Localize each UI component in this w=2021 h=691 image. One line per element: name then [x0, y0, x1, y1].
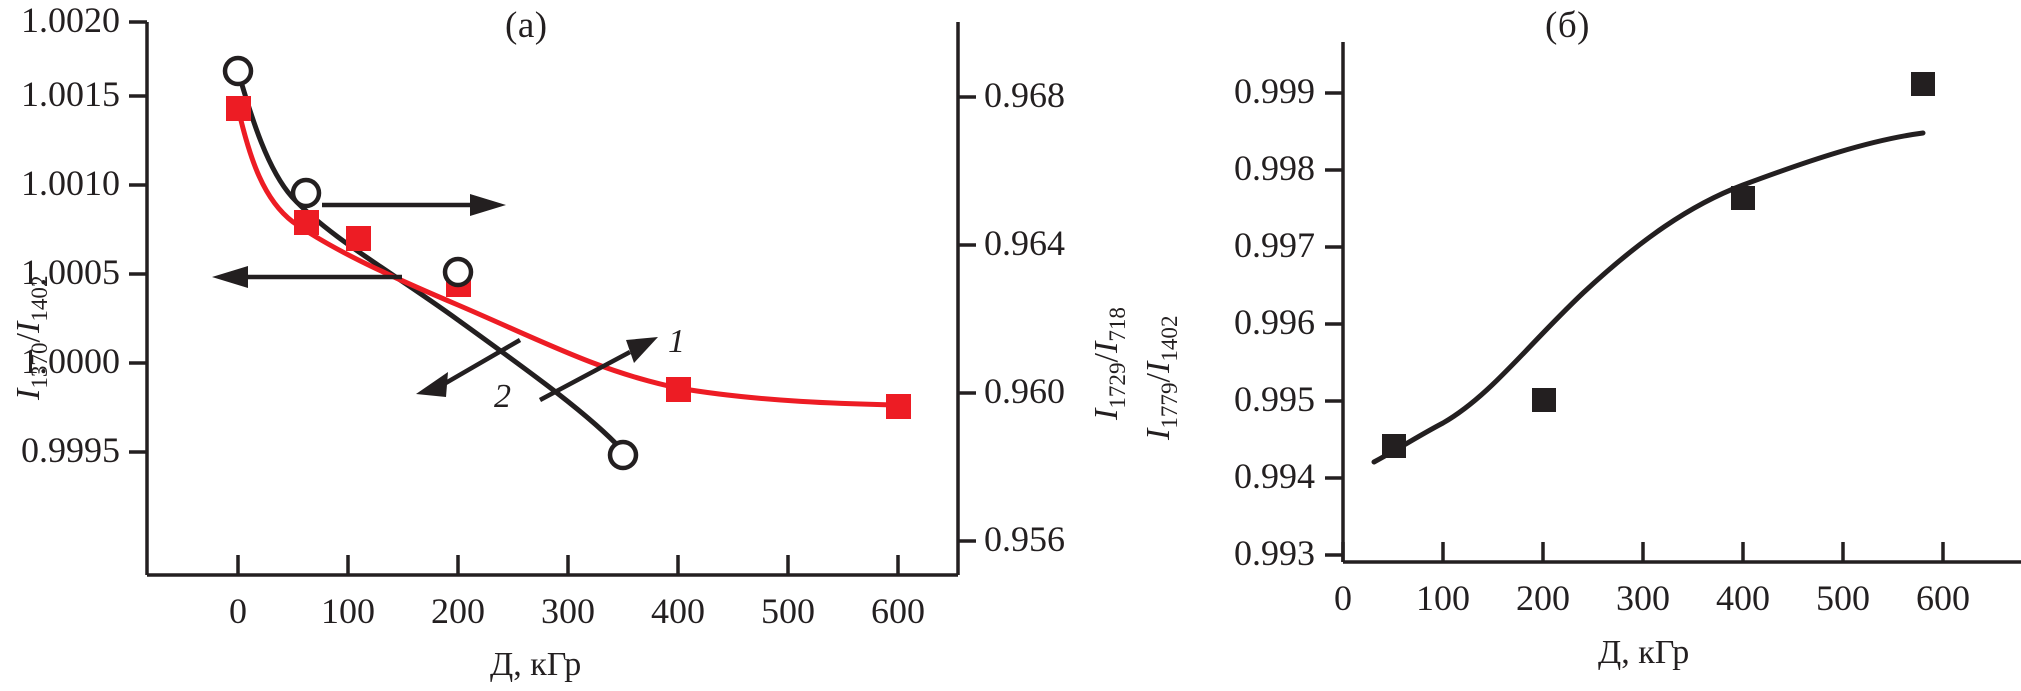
panel-b-left-tick-4: 0.995: [1234, 379, 1315, 419]
panel-a-left-tick-1: 1.0015: [21, 74, 120, 114]
panel-a-left-axis-title-num2: I: [10, 321, 47, 333]
panel-a-series1-marker: [607, 439, 639, 471]
panel-a-x-tick-5: 500: [761, 591, 815, 631]
panel-a-series1-marker: [222, 55, 254, 87]
panel-b-x-tick-2: 200: [1516, 578, 1570, 618]
panel-b-series-marker: [1731, 186, 1755, 210]
panel-a-left-axis-title: I1370/I1402: [10, 275, 53, 400]
panel-a-series2-marker: [226, 96, 251, 121]
panel-a-right-tick-2: 0.960: [984, 371, 1065, 411]
panel-a-left-axis-title-sub1: 1370: [26, 342, 53, 389]
panel-a-left-tick-2: 1.0010: [21, 163, 120, 203]
panel-a-right-axis-title-sub2: 718: [1104, 307, 1131, 342]
panel-b-x-tick-0: 0: [1334, 578, 1352, 618]
panel-a-left-axis-title-num: I: [10, 388, 47, 400]
panel-a-right-axis-title-num2: I: [1088, 341, 1125, 353]
panel-a-series1-marker: [442, 256, 474, 288]
panel-a-series1-marker: [290, 177, 322, 209]
panel-b-title: (б): [1545, 5, 1590, 46]
panel-a-series1-curve: [235, 68, 625, 453]
panel-a-series1-label: 1: [668, 323, 685, 360]
panel-a-x-tick-6: 600: [871, 591, 925, 631]
panel-a-arrow-to-left-axis: [212, 266, 402, 288]
panel-b-left-axis-title: I1779/I1402: [1140, 315, 1183, 440]
panel-a-left-tick-5: 0.9995: [21, 430, 120, 470]
panel-b-left-tick-6: 0.993: [1234, 533, 1315, 573]
panel-a-right-axis-title: I1729/I718: [1088, 307, 1131, 420]
panel-a: (a): [10, 0, 1131, 683]
panel-b-series-curve: [1371, 130, 1926, 465]
panel-a-right-axis-title-num: I: [1088, 408, 1125, 420]
panel-a-x-axis-title: Д, кГр: [490, 646, 582, 683]
panel-b-left-tick-1: 0.998: [1234, 148, 1315, 188]
panel-a-right-tick-3: 0.956: [984, 519, 1065, 559]
panel-a-right-tick-1: 0.964: [984, 223, 1065, 263]
panel-a-arrow-to-right-axis: [322, 194, 506, 216]
panel-a-plot: [129, 20, 976, 577]
panel-b-left-tick-0: 0.999: [1234, 71, 1315, 111]
panel-b-x-axis-title: Д, кГр: [1598, 634, 1690, 671]
panel-b-left-tick-5: 0.994: [1234, 456, 1315, 496]
panel-a-series2-marker: [294, 210, 319, 235]
panel-a-x-tick-2: 200: [431, 591, 485, 631]
panel-b-series-marker: [1532, 388, 1556, 412]
panel-a-left-tick-3: 1.0005: [21, 252, 120, 292]
panel-a-x-tick-1: 100: [321, 591, 375, 631]
panel-b-left-axis-title-num: I: [1140, 428, 1177, 440]
panel-a-series2-marker: [346, 226, 371, 251]
panel-a-series2-curve: [235, 105, 901, 408]
panel-b-left-tick-3: 0.996: [1234, 302, 1315, 342]
panel-b-x-tick-3: 300: [1616, 578, 1670, 618]
panel-a-right-axis-title-sub1: 1729: [1104, 362, 1131, 409]
panel-b-series-marker: [1911, 72, 1935, 96]
panel-a-series2-marker: [666, 377, 691, 402]
panel-a-title: (a): [505, 5, 548, 46]
panel-a-left-tick-0: 1.0020: [21, 0, 120, 40]
panel-a-series2-marker: [886, 394, 911, 419]
panel-a-arrow-series2: [416, 338, 522, 397]
panel-b-plot: [1325, 42, 2021, 564]
panel-b-x-tick-1: 100: [1416, 578, 1470, 618]
panel-a-x-tick-4: 400: [651, 591, 705, 631]
panel-a-x-tick-3: 300: [541, 591, 595, 631]
panel-b-left-axis-title-num2: I: [1140, 361, 1177, 373]
panel-b-left-tick-2: 0.997: [1234, 225, 1315, 265]
panel-a-left-tick-4: 1.0000: [21, 341, 120, 381]
panel-b: (б) 0.999 0.998 0.997 0.996 0.995 0.994 …: [1130, 0, 2021, 691]
panel-b-x-tick-5: 500: [1816, 578, 1870, 618]
panel-b-series-marker: [1382, 434, 1406, 458]
panel-a-right-tick-0: 0.968: [984, 75, 1065, 115]
panel-a-x-tick-0: 0: [229, 591, 247, 631]
panel-b-left-axis-title-sub2: 1402: [1156, 315, 1183, 362]
panel-a-left-axis-title-sub2: 1402: [26, 275, 53, 322]
panel-b-x-tick-4: 400: [1716, 578, 1770, 618]
panel-b-x-tick-6: 600: [1916, 578, 1970, 618]
panel-a-arrow-series1: [538, 337, 658, 402]
panel-b-left-axis-title-sub1: 1779: [1156, 382, 1183, 429]
panel-a-series2-label: 2: [494, 378, 511, 415]
